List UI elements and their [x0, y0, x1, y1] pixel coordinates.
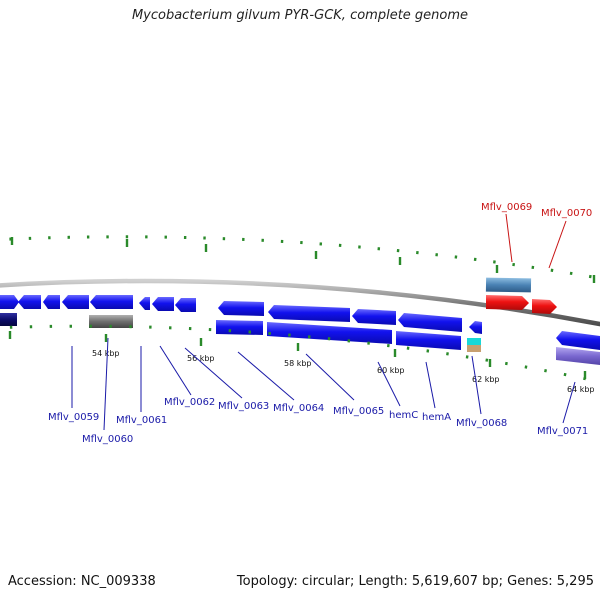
gene-label[interactable]: Mflv_0064: [273, 403, 324, 414]
scale-label-54: 54 kbp: [92, 349, 120, 358]
outer-major-ticks: [10, 237, 596, 283]
gene-arrow[interactable]: [152, 297, 174, 311]
inner-major-ticks: [8, 331, 587, 379]
gene-block[interactable]: [467, 338, 481, 345]
gene-block[interactable]: [216, 320, 263, 335]
gene-label[interactable]: Mflv_0065: [333, 406, 384, 417]
gene-arrow[interactable]: [398, 313, 462, 332]
genome-summary: Topology: circular; Length: 5,619,607 bp…: [236, 574, 594, 589]
scale-label-56: 56 kbp: [187, 354, 215, 363]
gene-label[interactable]: Mflv_0071: [537, 426, 588, 437]
genome-backbone: [0, 278, 600, 327]
gene-label[interactable]: hemA: [422, 412, 451, 423]
gene-arrow[interactable]: [352, 309, 396, 325]
gene-arrow[interactable]: [486, 295, 529, 310]
gene-label[interactable]: Mflv_0062: [164, 397, 215, 408]
scale-label-64: 64 kbp: [567, 385, 595, 394]
gene-arrow[interactable]: [485, 277, 532, 293]
gene-arrow[interactable]: [218, 301, 264, 316]
gene-arrow[interactable]: [18, 295, 41, 309]
accession-label: Accession: NC_009338: [8, 574, 156, 589]
gene-label[interactable]: Mflv_0063: [218, 401, 269, 412]
gene-label[interactable]: Mflv_0060: [82, 434, 133, 445]
gene-block[interactable]: [267, 322, 392, 344]
chart-title: Mycobacterium gilvum PYR-GCK, complete g…: [131, 8, 469, 23]
forward-strand-features: [485, 277, 557, 314]
gene-block[interactable]: [396, 331, 461, 350]
gene-arrow[interactable]: [62, 295, 89, 309]
gene-block[interactable]: [0, 313, 17, 326]
gene-block[interactable]: [89, 315, 133, 328]
gene-labels: Mflv_0059 Mflv_0060 Mflv_0061 Mflv_0062 …: [48, 202, 592, 445]
gene-arrow[interactable]: [469, 321, 482, 334]
gene-block[interactable]: [556, 347, 600, 365]
gene-block[interactable]: [467, 345, 481, 352]
gene-label[interactable]: Mflv_0070: [541, 208, 592, 219]
gene-label[interactable]: Mflv_0061: [116, 415, 167, 426]
gene-arrow[interactable]: [43, 295, 60, 309]
scale-label-60: 60 kbp: [377, 366, 405, 375]
label-leaders: [71, 213, 576, 431]
scale-labels: 54 kbp 56 kbp 58 kbp 60 kbp 62 kbp 64 kb…: [92, 349, 595, 394]
gene-label[interactable]: Mflv_0068: [456, 418, 507, 429]
gene-arrow[interactable]: [556, 331, 600, 350]
gene-label[interactable]: hemC: [389, 410, 418, 421]
gene-label[interactable]: Mflv_0069: [481, 202, 532, 213]
scale-label-62: 62 kbp: [472, 375, 500, 384]
gene-arrow[interactable]: [90, 295, 133, 309]
gene-arrow[interactable]: [532, 299, 557, 314]
gene-arrow[interactable]: [175, 298, 196, 312]
gene-label[interactable]: Mflv_0059: [48, 412, 99, 423]
gene-arrow[interactable]: [268, 305, 350, 322]
scale-label-58: 58 kbp: [284, 359, 312, 368]
gene-arrow[interactable]: [139, 297, 150, 310]
gene-arrow[interactable]: [0, 295, 19, 309]
reverse-strand-features: [0, 295, 600, 365]
